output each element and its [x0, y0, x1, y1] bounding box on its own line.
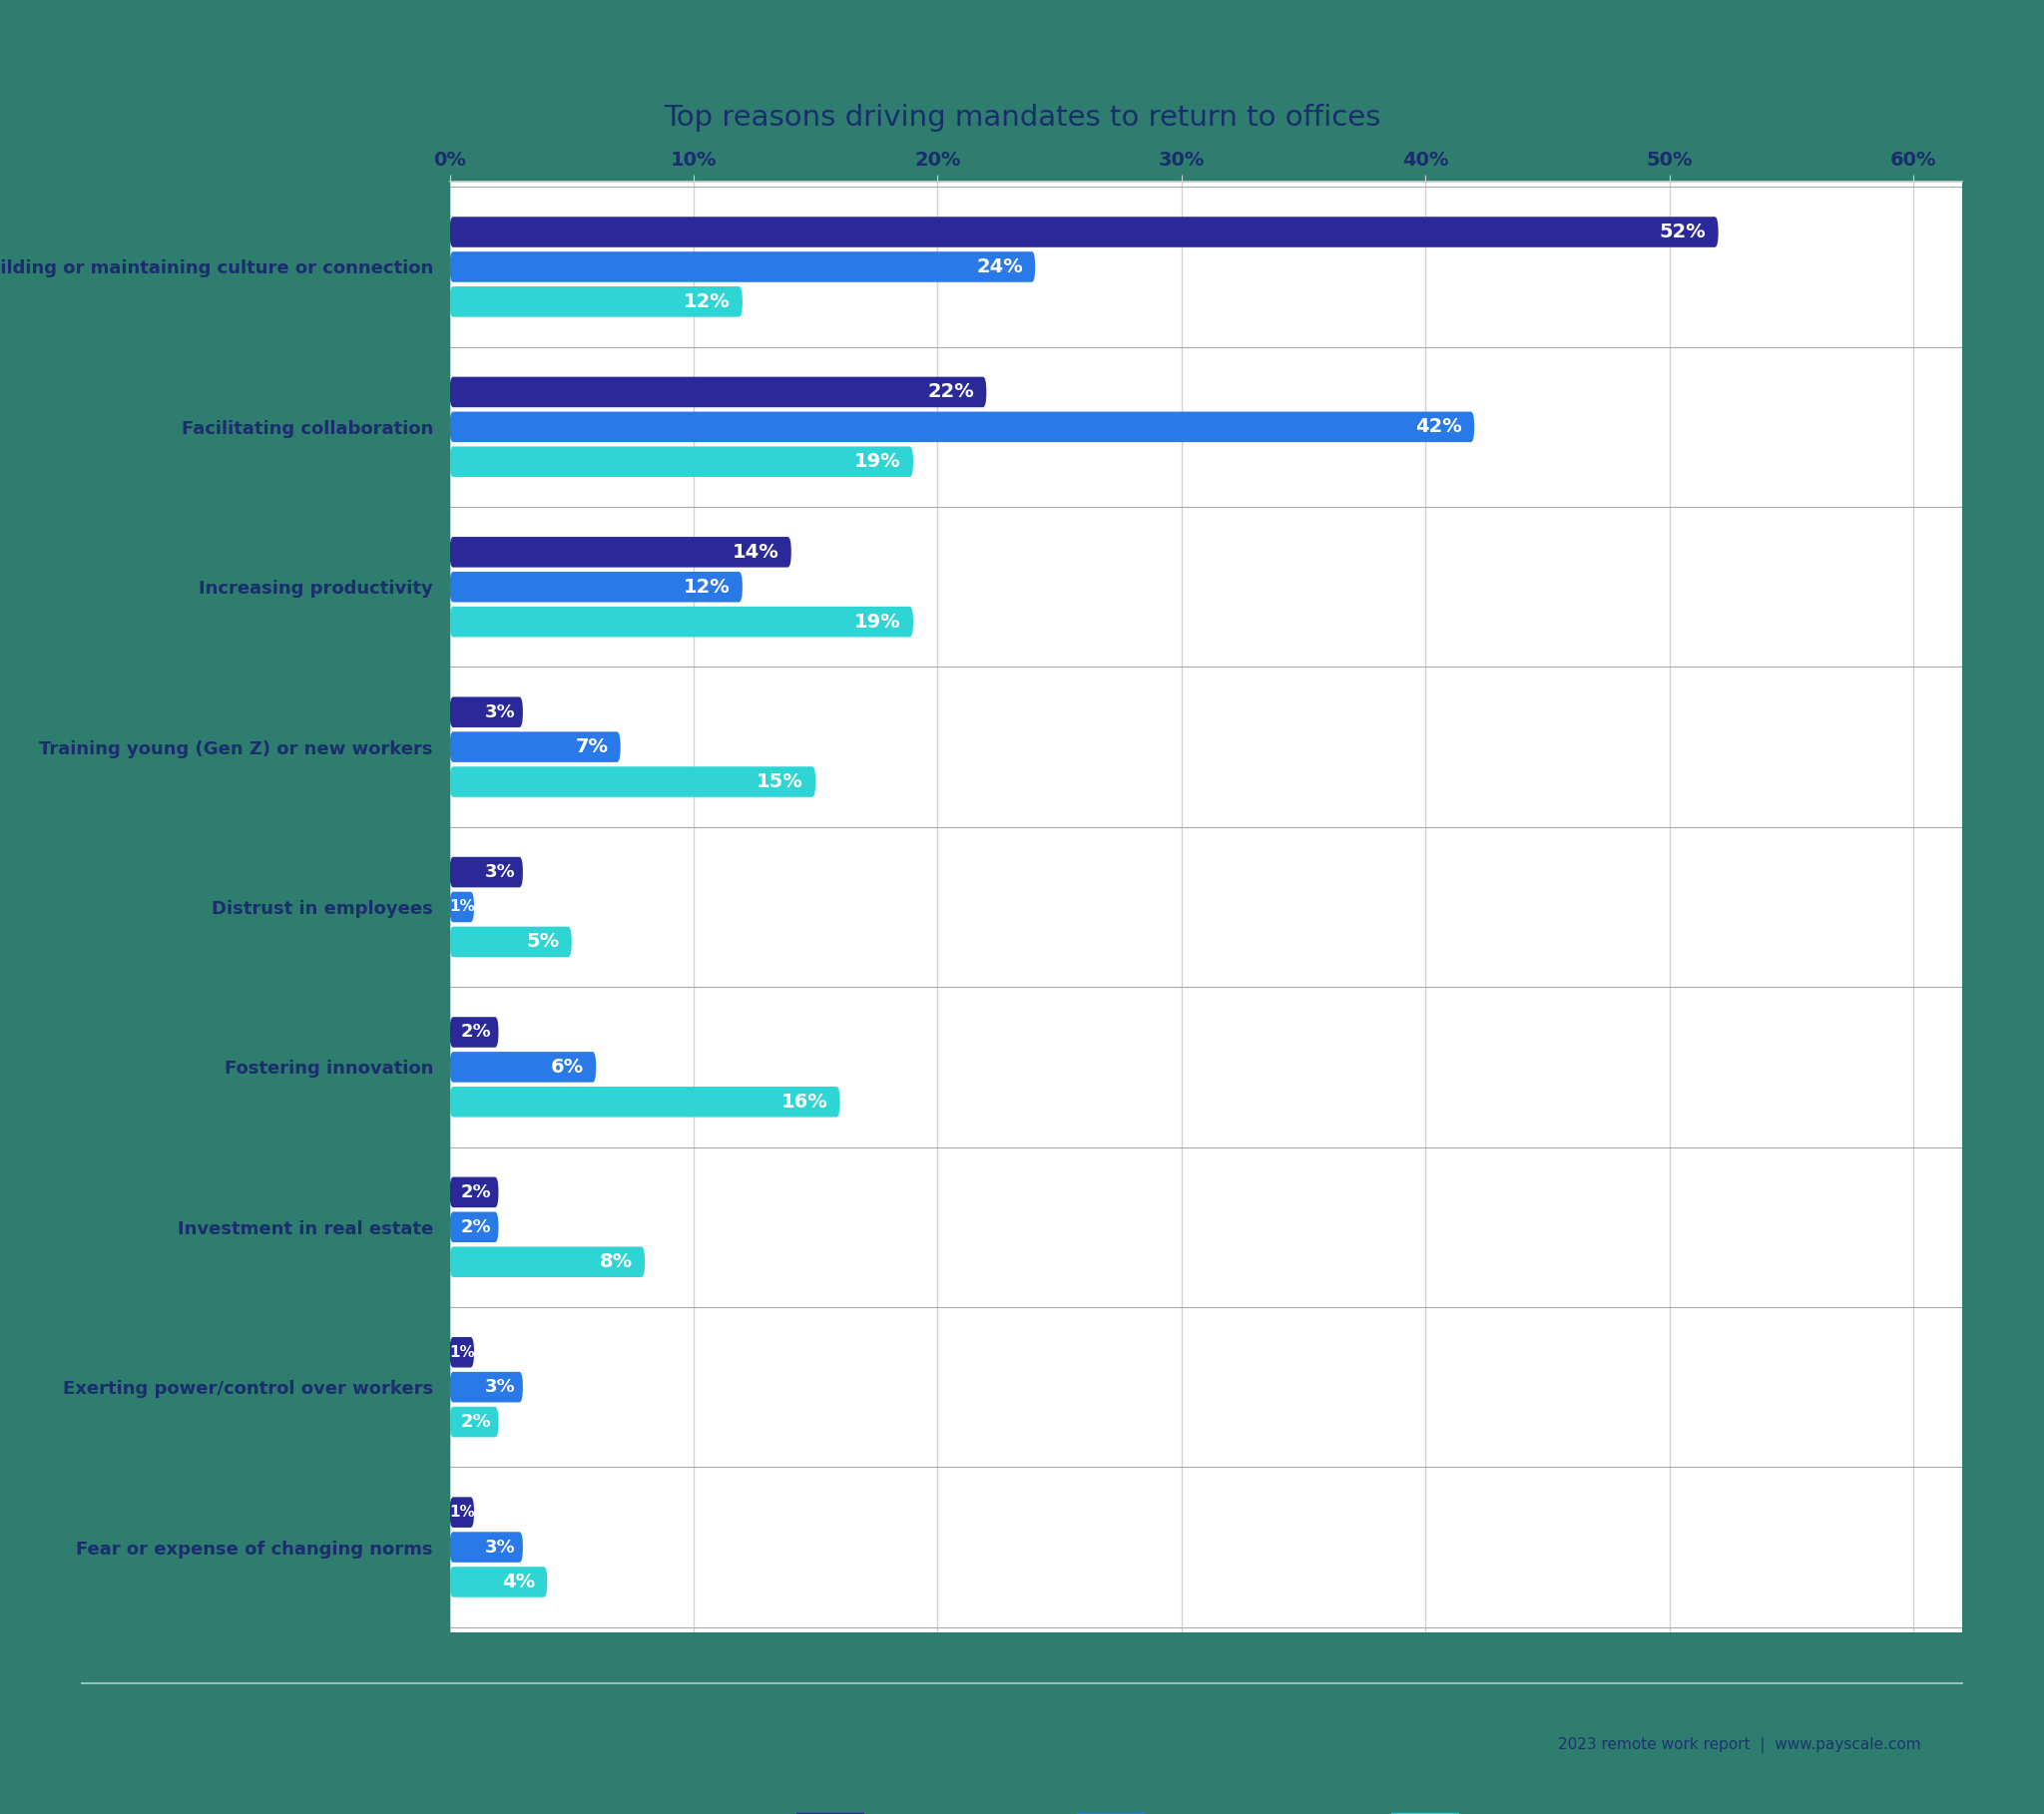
FancyBboxPatch shape	[450, 412, 1474, 443]
FancyBboxPatch shape	[450, 1406, 499, 1437]
FancyBboxPatch shape	[450, 1052, 597, 1083]
Text: 42%: 42%	[1414, 417, 1461, 437]
Text: 1%: 1%	[450, 1506, 474, 1520]
Text: 14%: 14%	[732, 542, 779, 562]
Text: 1%: 1%	[450, 900, 474, 914]
Text: 3%: 3%	[484, 1379, 515, 1397]
Text: 12%: 12%	[683, 292, 730, 312]
FancyBboxPatch shape	[450, 856, 523, 887]
FancyBboxPatch shape	[450, 377, 987, 408]
Text: 19%: 19%	[854, 452, 901, 472]
FancyBboxPatch shape	[450, 1337, 474, 1368]
FancyBboxPatch shape	[450, 1567, 548, 1596]
Text: 6%: 6%	[550, 1058, 585, 1076]
FancyBboxPatch shape	[450, 252, 1034, 283]
FancyBboxPatch shape	[450, 697, 523, 727]
FancyBboxPatch shape	[450, 1246, 644, 1277]
Legend: First reason, Second reason, Third reason: First reason, Second reason, Third reaso…	[787, 1805, 1625, 1814]
FancyBboxPatch shape	[450, 1177, 499, 1208]
FancyBboxPatch shape	[450, 571, 742, 602]
FancyBboxPatch shape	[450, 1087, 840, 1117]
Text: 8%: 8%	[599, 1252, 634, 1272]
FancyBboxPatch shape	[450, 537, 791, 568]
FancyBboxPatch shape	[450, 446, 914, 477]
Text: 1%: 1%	[450, 1344, 474, 1360]
Text: 24%: 24%	[977, 258, 1022, 276]
Text: 3%: 3%	[484, 1538, 515, 1556]
Text: 16%: 16%	[781, 1092, 828, 1112]
FancyBboxPatch shape	[450, 606, 914, 637]
Text: Top reasons driving mandates to return to offices: Top reasons driving mandates to return t…	[664, 103, 1380, 132]
FancyBboxPatch shape	[450, 892, 474, 922]
Text: 52%: 52%	[1660, 223, 1707, 241]
FancyBboxPatch shape	[450, 927, 572, 958]
FancyBboxPatch shape	[450, 218, 1719, 247]
Text: 2023 remote work report  |  www.payscale.com: 2023 remote work report | www.payscale.c…	[1558, 1738, 1921, 1752]
Text: 2%: 2%	[460, 1023, 491, 1041]
FancyBboxPatch shape	[450, 1212, 499, 1243]
Text: 3%: 3%	[484, 863, 515, 882]
FancyBboxPatch shape	[450, 767, 816, 796]
Text: 7%: 7%	[574, 738, 609, 756]
FancyBboxPatch shape	[450, 1531, 523, 1562]
Text: 3%: 3%	[484, 704, 515, 722]
Text: 22%: 22%	[928, 383, 975, 401]
Text: 2%: 2%	[460, 1183, 491, 1201]
Text: 4%: 4%	[503, 1573, 536, 1591]
Text: 15%: 15%	[756, 773, 803, 791]
Text: 12%: 12%	[683, 577, 730, 597]
Text: 2%: 2%	[460, 1217, 491, 1235]
Text: 5%: 5%	[527, 932, 560, 951]
FancyBboxPatch shape	[450, 1371, 523, 1402]
FancyBboxPatch shape	[450, 287, 742, 317]
Text: 19%: 19%	[854, 613, 901, 631]
FancyBboxPatch shape	[450, 1018, 499, 1047]
Text: 2%: 2%	[460, 1413, 491, 1431]
FancyBboxPatch shape	[450, 1497, 474, 1527]
FancyBboxPatch shape	[450, 731, 621, 762]
